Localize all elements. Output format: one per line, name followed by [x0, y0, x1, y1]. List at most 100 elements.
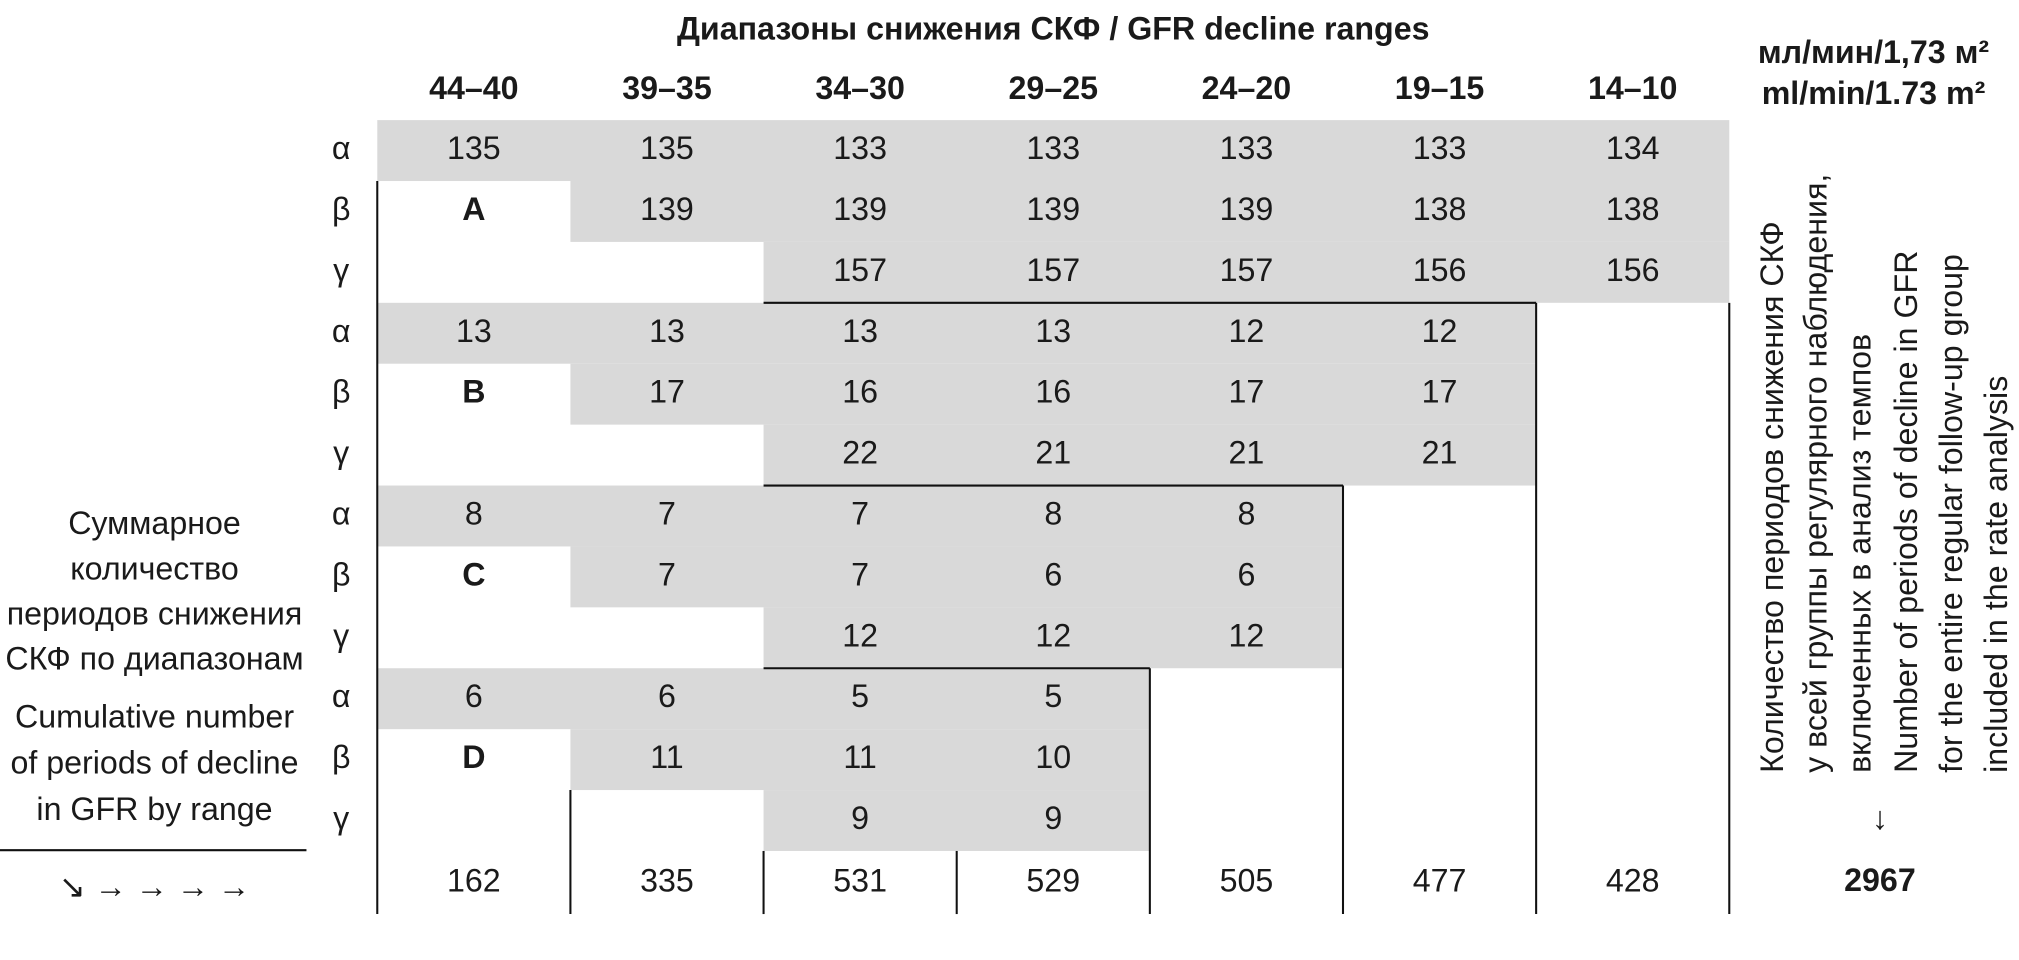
cell-shade [570, 546, 1343, 608]
down-arrow: ↓ [1872, 800, 1888, 836]
cell-value: 16 [842, 374, 878, 410]
cell-value: 134 [1606, 130, 1660, 166]
cell-value: 135 [447, 130, 501, 166]
cell-value: 7 [658, 495, 676, 531]
cell-value: 17 [649, 374, 685, 410]
cell-value: 10 [1035, 739, 1071, 775]
caption-right: included in the rate analysis [1978, 376, 2014, 773]
column-header: 29–25 [1009, 70, 1099, 106]
cell-shade [377, 668, 1150, 730]
units-en: ml/min/1.73 m² [1762, 75, 1986, 111]
cell-value: 12 [1229, 313, 1265, 349]
cell-value: 156 [1606, 252, 1660, 288]
greek-label: α [332, 678, 351, 714]
total-value: 428 [1606, 863, 1660, 899]
cell-value: 157 [1026, 252, 1080, 288]
caption-en: Cumulative number [15, 698, 294, 734]
caption-right: for the entire regular follow-up group [1933, 254, 1969, 773]
greek-label: β [332, 374, 351, 410]
cell-value: 21 [1229, 435, 1265, 471]
column-header: 14–10 [1588, 70, 1678, 106]
cell-shade [763, 607, 1343, 669]
total-value: 505 [1220, 863, 1274, 899]
cell-value: 13 [649, 313, 685, 349]
group-label: C [462, 556, 485, 592]
cell-value: 13 [456, 313, 492, 349]
cell-value: 21 [1035, 435, 1071, 471]
column-header: 44–40 [429, 70, 519, 106]
cell-value: 11 [650, 739, 683, 775]
total-value: 529 [1026, 863, 1080, 899]
cell-value: 7 [851, 556, 869, 592]
caption-right: Number of periods of decline in GFR [1888, 251, 1924, 773]
cell-value: 6 [465, 678, 483, 714]
caption-right: Количество периодов снижения СКФ [1754, 221, 1790, 773]
cell-value: 135 [640, 130, 694, 166]
arrows: ↘ → → → → [59, 868, 250, 904]
greek-label: β [332, 739, 351, 775]
cell-value: 133 [833, 130, 887, 166]
column-header: 19–15 [1395, 70, 1485, 106]
cell-value: 12 [1035, 617, 1071, 653]
cell-value: 12 [1422, 313, 1458, 349]
caption-ru: количество [70, 550, 239, 586]
caption-en: in GFR by range [36, 791, 272, 827]
group-label: B [462, 374, 485, 410]
title: Диапазоны снижения СКФ / GFR decline ran… [677, 11, 1430, 47]
cell-value: 12 [1229, 617, 1265, 653]
greek-label: α [332, 495, 351, 531]
group-label: D [462, 739, 485, 775]
cell-shade [763, 790, 1150, 851]
caption-ru: Суммарное [68, 505, 241, 541]
cell-shade [570, 729, 1150, 791]
cell-value: 138 [1413, 191, 1467, 227]
total-value: 335 [640, 863, 694, 899]
cell-value: 139 [640, 191, 694, 227]
cell-value: 139 [1220, 191, 1274, 227]
grand-total: 2967 [1844, 862, 1916, 898]
cell-value: 5 [1044, 678, 1062, 714]
greek-label: α [332, 313, 351, 349]
cell-value: 11 [843, 739, 876, 775]
cell-value: 17 [1422, 374, 1458, 410]
cell-value: 6 [1237, 556, 1255, 592]
cell-value: 16 [1035, 374, 1071, 410]
cell-value: 9 [1044, 800, 1062, 836]
cell-value: 8 [1044, 495, 1062, 531]
caption-ru: СКФ по диапазонам [5, 640, 303, 676]
cell-shade [763, 424, 1537, 486]
cell-value: 156 [1413, 252, 1467, 288]
cell-value: 133 [1220, 130, 1274, 166]
greek-label: γ [333, 800, 349, 836]
cell-value: 7 [658, 556, 676, 592]
column-header: 34–30 [815, 70, 905, 106]
cell-value: 157 [833, 252, 887, 288]
cell-value: 17 [1229, 374, 1265, 410]
cell-value: 22 [842, 435, 878, 471]
greek-label: β [332, 191, 351, 227]
cell-value: 21 [1422, 435, 1458, 471]
cell-value: 8 [465, 495, 483, 531]
cell-value: 13 [842, 313, 878, 349]
greek-label: γ [333, 617, 349, 653]
cell-value: 5 [851, 678, 869, 714]
cell-value: 133 [1413, 130, 1467, 166]
cell-shade [570, 181, 1730, 242]
cell-value: 7 [851, 495, 869, 531]
cell-value: 6 [658, 678, 676, 714]
total-value: 162 [447, 863, 501, 899]
cell-value: 157 [1220, 252, 1274, 288]
caption-ru: периодов снижения [7, 595, 303, 631]
group-label: A [462, 191, 485, 227]
caption-right: у всей группы регулярного наблюдения, [1798, 174, 1834, 773]
greek-label: α [332, 130, 351, 166]
cell-value: 12 [842, 617, 878, 653]
cell-shade [763, 241, 1730, 303]
greek-label: β [332, 556, 351, 592]
total-value: 531 [833, 863, 887, 899]
cell-shade [377, 302, 1537, 364]
greek-label: γ [333, 435, 349, 471]
column-header: 24–20 [1202, 70, 1292, 106]
